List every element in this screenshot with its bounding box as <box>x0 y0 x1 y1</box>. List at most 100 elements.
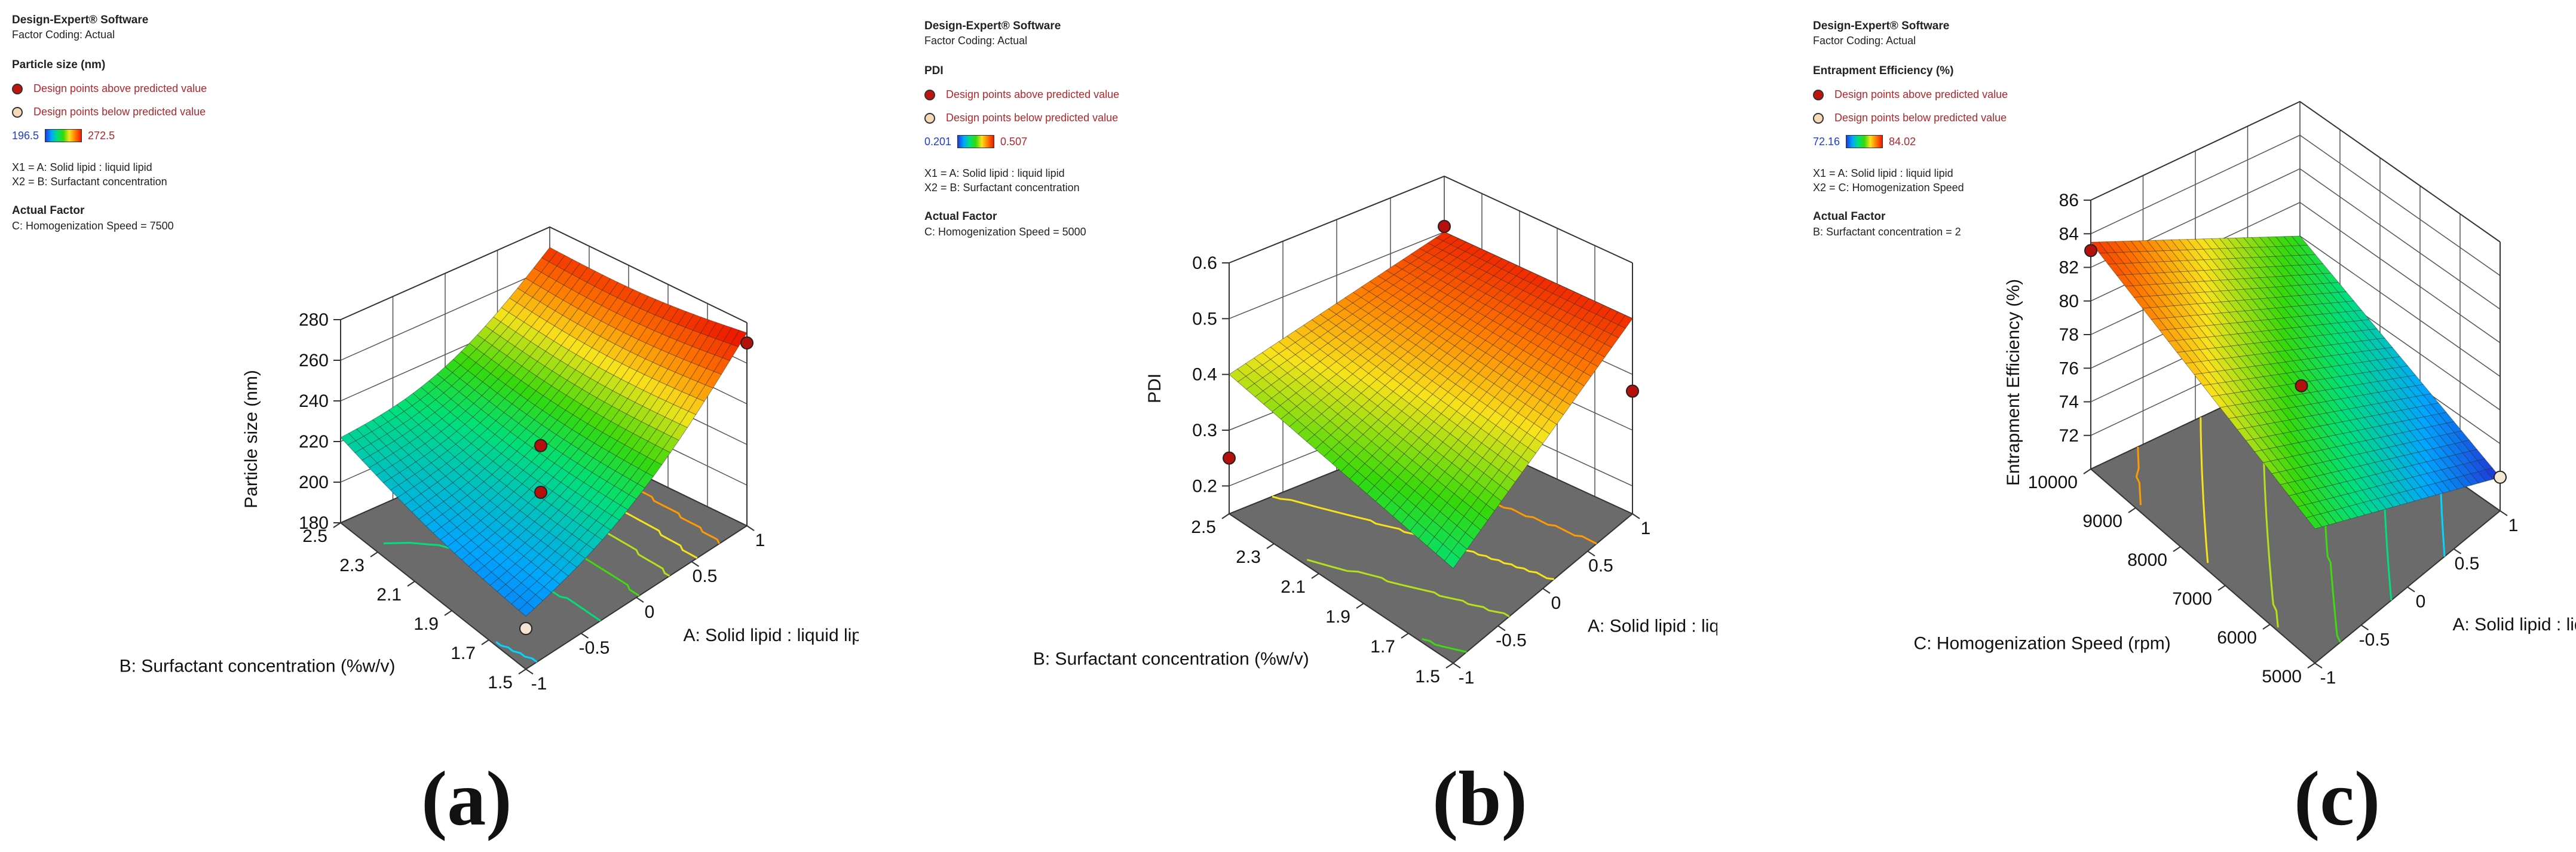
colorbar-gradient <box>45 129 82 142</box>
legend-below-label: Design points below predicted value <box>946 112 1119 124</box>
x-tick-mark <box>525 669 534 675</box>
axis-ticks: -1 -0.5 0 0.5 1 1.5 1.7 1.9 2.1 2.3 2.5 0.2 0.3 0.4 0.… <box>1191 253 1650 688</box>
response-title: Particle size (nm) <box>12 59 106 71</box>
colorbar: 196.5 272.5 <box>12 129 207 142</box>
panel-c: Design-Expert® Software Factor Coding: A… <box>1717 0 2576 852</box>
colorbar-gradient <box>957 135 995 148</box>
z-tick-label: 180 <box>299 513 329 533</box>
y-tick-mark <box>1401 633 1409 639</box>
x-tick-label: -0.5 <box>2359 630 2390 649</box>
x-tick-label: -1 <box>531 674 547 694</box>
x-tick-mark <box>1632 513 1640 519</box>
x-tick-mark <box>691 561 700 567</box>
factor-x1: X1 = A: Solid lipid : liquid lipid <box>924 167 1065 179</box>
y-tick-mark <box>2128 507 2136 513</box>
z-tick-label: 0.5 <box>1192 309 1217 329</box>
x-tick-mark <box>2360 624 2369 631</box>
gridline <box>2090 134 2501 276</box>
x-tick-mark <box>746 525 755 531</box>
z-tick-label: 260 <box>299 351 329 370</box>
z-tick-label: 280 <box>299 310 329 330</box>
y-tick-label: 10000 <box>2028 473 2078 492</box>
y-axis-label: C: Homogenization Speed (rpm) <box>1914 633 2171 653</box>
y-tick-label: 5000 <box>2262 667 2302 686</box>
legend-above-label: Design points above predicted value <box>33 82 207 94</box>
contour-line <box>2200 417 2209 563</box>
colorbar: 72.16 84.02 <box>1813 135 2008 148</box>
contour-line <box>1422 638 1467 653</box>
caption-a: (a) <box>421 756 512 842</box>
colorbar: 0.201 0.507 <box>924 135 1119 148</box>
y-tick-label: 2.3 <box>339 556 365 575</box>
y-tick-mark <box>1311 573 1319 579</box>
y-tick-label: 1.9 <box>413 614 439 634</box>
x-tick-label: 0 <box>645 602 655 622</box>
y-tick-mark <box>1445 663 1454 669</box>
x-tick-mark <box>2314 663 2323 669</box>
y-tick-label: 9000 <box>2082 511 2122 531</box>
y-tick-mark <box>1221 513 1230 519</box>
z-tick-label: 86 <box>2059 191 2079 210</box>
y-tick-mark <box>407 581 415 587</box>
colorbar-high: 272.5 <box>88 129 115 142</box>
y-tick-label: 8000 <box>2127 550 2167 570</box>
factor-x2: X2 = C: Homogenization Speed <box>1813 182 1964 194</box>
x-tick-mark <box>2500 510 2508 516</box>
colorbar-low: 0.201 <box>924 135 952 148</box>
factor-x1: X1 = A: Solid lipid : liquid lipid <box>1813 167 1953 179</box>
panel-b: Design-Expert® Software Factor Coding: A… <box>859 0 1717 852</box>
response-title: Entrapment Efficiency (%) <box>1813 65 1954 77</box>
legend-below: Design points below predicted value <box>1813 112 2008 124</box>
x-tick-label: -1 <box>1459 668 1475 688</box>
y-axis-label: B: Surfactant concentration (%w/v) <box>120 656 396 676</box>
z-tick-label: 76 <box>2059 358 2079 378</box>
contour-line <box>1306 559 1510 618</box>
box-edge <box>1229 175 1633 263</box>
x-tick-label: 0 <box>2416 592 2426 612</box>
z-tick-label: 72 <box>2059 426 2079 446</box>
y-tick-mark <box>2173 546 2181 552</box>
z-tick-label: 0.3 <box>1192 421 1217 440</box>
y-tick-label: 1.7 <box>451 643 476 663</box>
legend-above: Design points above predicted value <box>1813 88 2008 101</box>
design-point <box>1223 451 1236 465</box>
y-tick-label: 2.5 <box>302 526 327 546</box>
x-axis-label: A: Solid lipid : liquid lipid <box>2453 615 2576 635</box>
software-name: Design-Expert® Software <box>1813 20 1950 32</box>
colorbar-high: 0.507 <box>1000 135 1028 148</box>
legend-a: Design-Expert® Software Factor Coding: A… <box>12 13 207 232</box>
x-axis-label: A: Solid lipid : liquid lipid <box>1588 617 1717 636</box>
response-surface <box>2090 235 2501 529</box>
design-point <box>519 622 532 635</box>
z-axis-label: Entrapment Efficiency (%) <box>2004 279 2023 486</box>
x-tick-label: 1 <box>755 531 765 550</box>
point-below-icon <box>12 106 23 118</box>
design-point <box>2295 379 2308 393</box>
x-tick-mark <box>580 633 589 639</box>
y-tick-label: 1.9 <box>1325 607 1350 627</box>
z-tick-label: 82 <box>2059 258 2079 278</box>
factor-coding: Factor Coding: Actual <box>924 35 1028 47</box>
design-point <box>534 439 547 452</box>
design-point <box>1626 384 1639 398</box>
y-tick-mark <box>518 669 526 675</box>
point-below-icon <box>924 112 935 124</box>
design-point <box>1438 220 1451 233</box>
y-tick-mark <box>370 551 378 557</box>
y-axis-label: B: Surfactant concentration (%w/v) <box>1033 649 1309 669</box>
factor-x2: X2 = B: Surfactant concentration <box>12 176 167 188</box>
x-tick-label: -0.5 <box>579 638 610 658</box>
software-name: Design-Expert® Software <box>12 14 149 26</box>
legend-c: Design-Expert® Software Factor Coding: A… <box>1813 19 2008 238</box>
y-tick-mark <box>2307 663 2315 669</box>
actual-factor-title: Actual Factor <box>12 204 85 217</box>
x-axis-label: A: Solid lipid : liquid lipid <box>684 626 859 645</box>
x-tick-label: 1 <box>1641 519 1651 538</box>
legend-below-label: Design points below predicted value <box>33 106 206 118</box>
y-tick-label: 6000 <box>2217 628 2257 648</box>
y-tick-label: 2.5 <box>1191 517 1216 537</box>
legend-above-label: Design points above predicted value <box>946 88 1120 100</box>
contour-line <box>495 641 538 663</box>
